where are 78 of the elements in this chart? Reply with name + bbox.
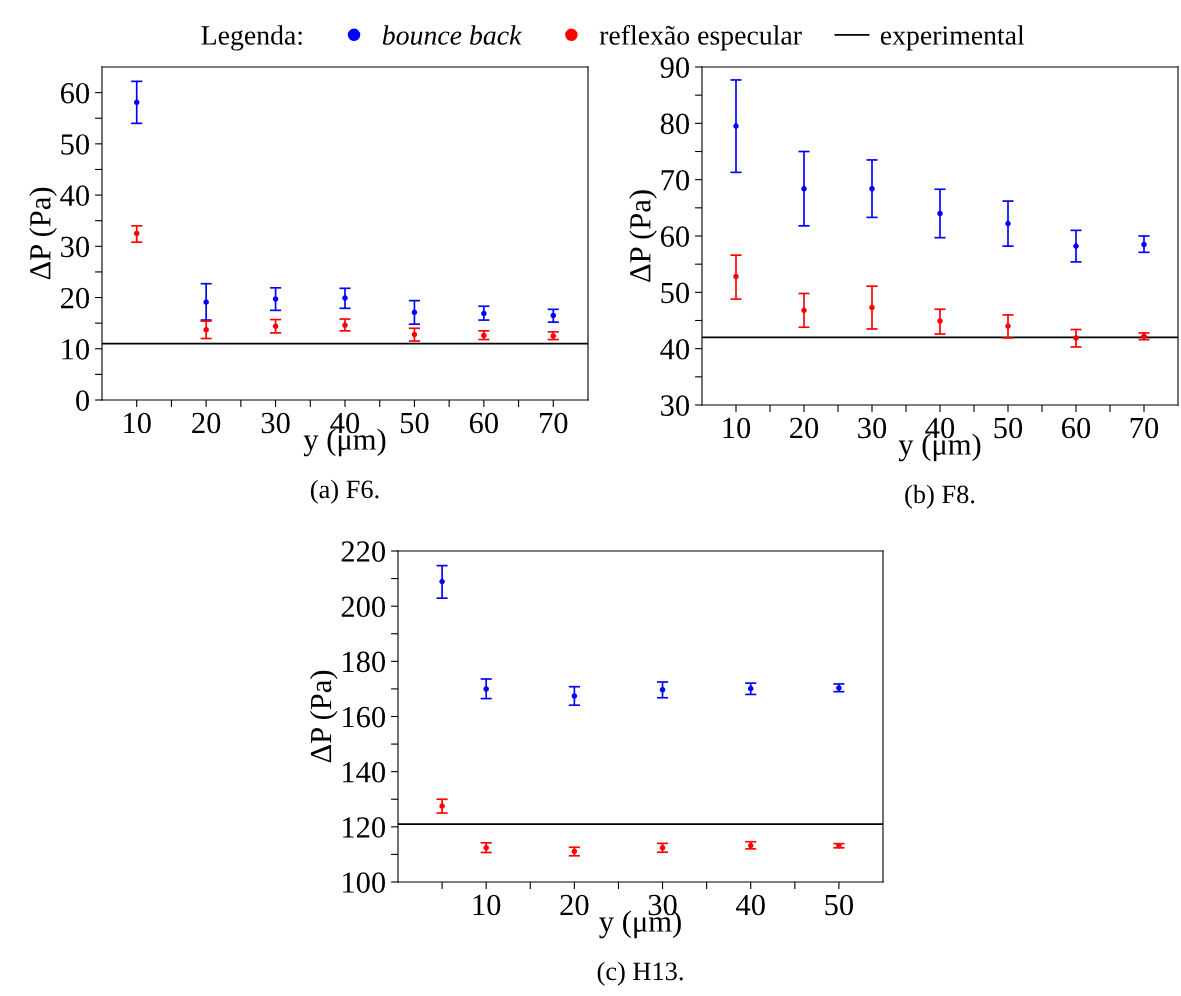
point xyxy=(1005,220,1011,227)
point xyxy=(733,123,739,129)
x-tick-label: 20 xyxy=(560,894,589,916)
y-tick-label: 80 xyxy=(660,113,690,135)
y-tick-label: 90 xyxy=(660,57,690,78)
x-tick-label: 30 xyxy=(261,412,290,434)
y-axis-title: ΔP (Pa) xyxy=(629,190,657,282)
y-tick-label: 140 xyxy=(343,761,386,783)
point xyxy=(1141,241,1147,248)
y-tick-label: 160 xyxy=(343,706,386,728)
point xyxy=(747,685,754,692)
point xyxy=(1073,335,1079,341)
point xyxy=(1005,323,1011,329)
legend-label: reflexão especular xyxy=(599,25,802,51)
point xyxy=(411,331,418,338)
text: (a) F6. xyxy=(310,479,379,504)
y-tick-label: 70 xyxy=(661,169,690,191)
y-tick-label: 30 xyxy=(661,395,690,416)
y-tick-label: 40 xyxy=(660,338,690,360)
point xyxy=(483,686,489,692)
legend-title: Legenda: xyxy=(201,25,302,51)
point xyxy=(937,210,943,217)
point xyxy=(342,322,348,328)
text: (b) F8. xyxy=(905,484,975,509)
point xyxy=(133,230,140,237)
x-tick-label: 20 xyxy=(192,412,221,434)
point xyxy=(272,296,279,302)
point xyxy=(133,99,140,106)
point xyxy=(1073,243,1079,249)
x-tick-label: 20 xyxy=(790,417,819,439)
x-tick-label: 10 xyxy=(124,412,151,434)
y-tick-label: 0 xyxy=(76,390,90,411)
point xyxy=(203,299,209,305)
y-tick-label: 60 xyxy=(660,226,690,247)
point xyxy=(203,327,209,333)
text: (c) H13. xyxy=(597,961,683,986)
point xyxy=(272,323,279,330)
point xyxy=(571,693,578,699)
legend-label: experimental xyxy=(880,25,1025,51)
x-tick-label: 60 xyxy=(469,412,498,434)
x-tick-label: 70 xyxy=(540,412,568,434)
y-tick-label: 50 xyxy=(61,134,90,155)
x-tick-label: 30 xyxy=(858,417,887,439)
y-tick-label: 40 xyxy=(60,185,90,206)
y-tick-label: 120 xyxy=(343,817,386,838)
point xyxy=(481,310,487,317)
y-axis-title: ΔP (Pa) xyxy=(29,187,57,280)
y-tick-label: 200 xyxy=(341,596,386,618)
x-tick-label: 10 xyxy=(723,417,751,439)
point xyxy=(439,803,445,809)
y-tick-label: 180 xyxy=(343,651,386,673)
y-tick-label: 10 xyxy=(62,339,90,360)
x-tick-label: 50 xyxy=(825,894,854,916)
x-tick-label: 10 xyxy=(473,894,501,916)
y-tick-label: 100 xyxy=(343,872,386,893)
point xyxy=(801,185,807,192)
point xyxy=(550,312,557,319)
legend-label: bounce back xyxy=(382,25,522,45)
x-tick-label: 70 xyxy=(1130,417,1159,439)
x-tick-label: 50 xyxy=(994,417,1023,439)
y-tick-label: 60 xyxy=(60,82,90,104)
y-axis-title: ΔP (Pa) xyxy=(309,670,338,763)
y-tick-label: 50 xyxy=(661,282,690,304)
y-tick-label: 20 xyxy=(60,287,90,309)
y-tick-label: 30 xyxy=(61,236,90,258)
x-tick-label: 60 xyxy=(1062,417,1091,439)
point xyxy=(439,578,445,585)
point xyxy=(342,295,348,301)
point xyxy=(659,686,666,693)
point xyxy=(801,307,807,314)
point xyxy=(869,304,875,311)
point xyxy=(733,273,739,280)
point xyxy=(411,309,418,316)
x-tick-label: 50 xyxy=(400,412,429,434)
point xyxy=(869,185,875,192)
y-tick-label: 220 xyxy=(341,541,386,562)
point xyxy=(937,318,943,324)
x-tick-label: 40 xyxy=(736,894,765,916)
